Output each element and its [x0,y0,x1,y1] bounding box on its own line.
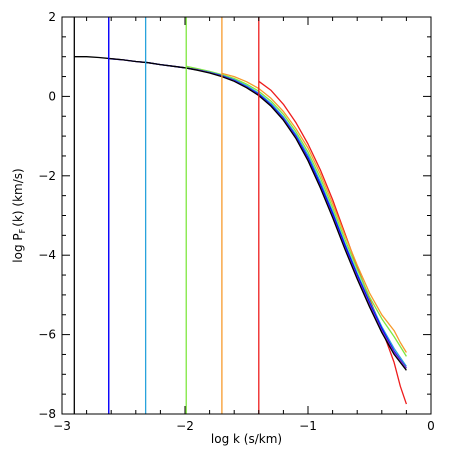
tick-labels: −3 −2 −1 0 −8 −6 −4 −2 0 2 [38,10,435,433]
x-tick-label: 0 [427,419,435,433]
cutoff-lines [73,17,260,414]
y-axis-label-main: log P [11,233,25,262]
y-axis-label-subscript: F [18,228,27,233]
y-axis-label-rest: (k) (km/s) [11,168,25,226]
y-tick-label: −6 [38,328,56,342]
series-line-6 [221,72,407,353]
x-tick-label: −1 [299,419,317,433]
y-tick-label: 2 [48,10,56,24]
series-line-2 [108,58,407,369]
plot-frame [61,16,432,415]
series-line-7 [258,80,408,405]
series-layer [74,56,408,405]
y-tick-label: −2 [38,169,56,183]
series-line-5 [186,65,407,357]
series-line-3 [108,58,407,369]
y-tick-label: 0 [48,89,56,103]
series-line-4 [145,61,407,367]
y-tick-label: −4 [38,248,56,262]
y-tick-label: −8 [38,407,56,421]
axis-ticks [61,16,432,415]
series-line-1 [74,56,407,371]
x-tick-label: −2 [176,419,194,433]
x-tick-label: −3 [53,419,71,433]
x-axis-label: log k (s/km) [211,432,282,446]
y-axis-label: log PF (k) (km/s) [11,168,27,262]
